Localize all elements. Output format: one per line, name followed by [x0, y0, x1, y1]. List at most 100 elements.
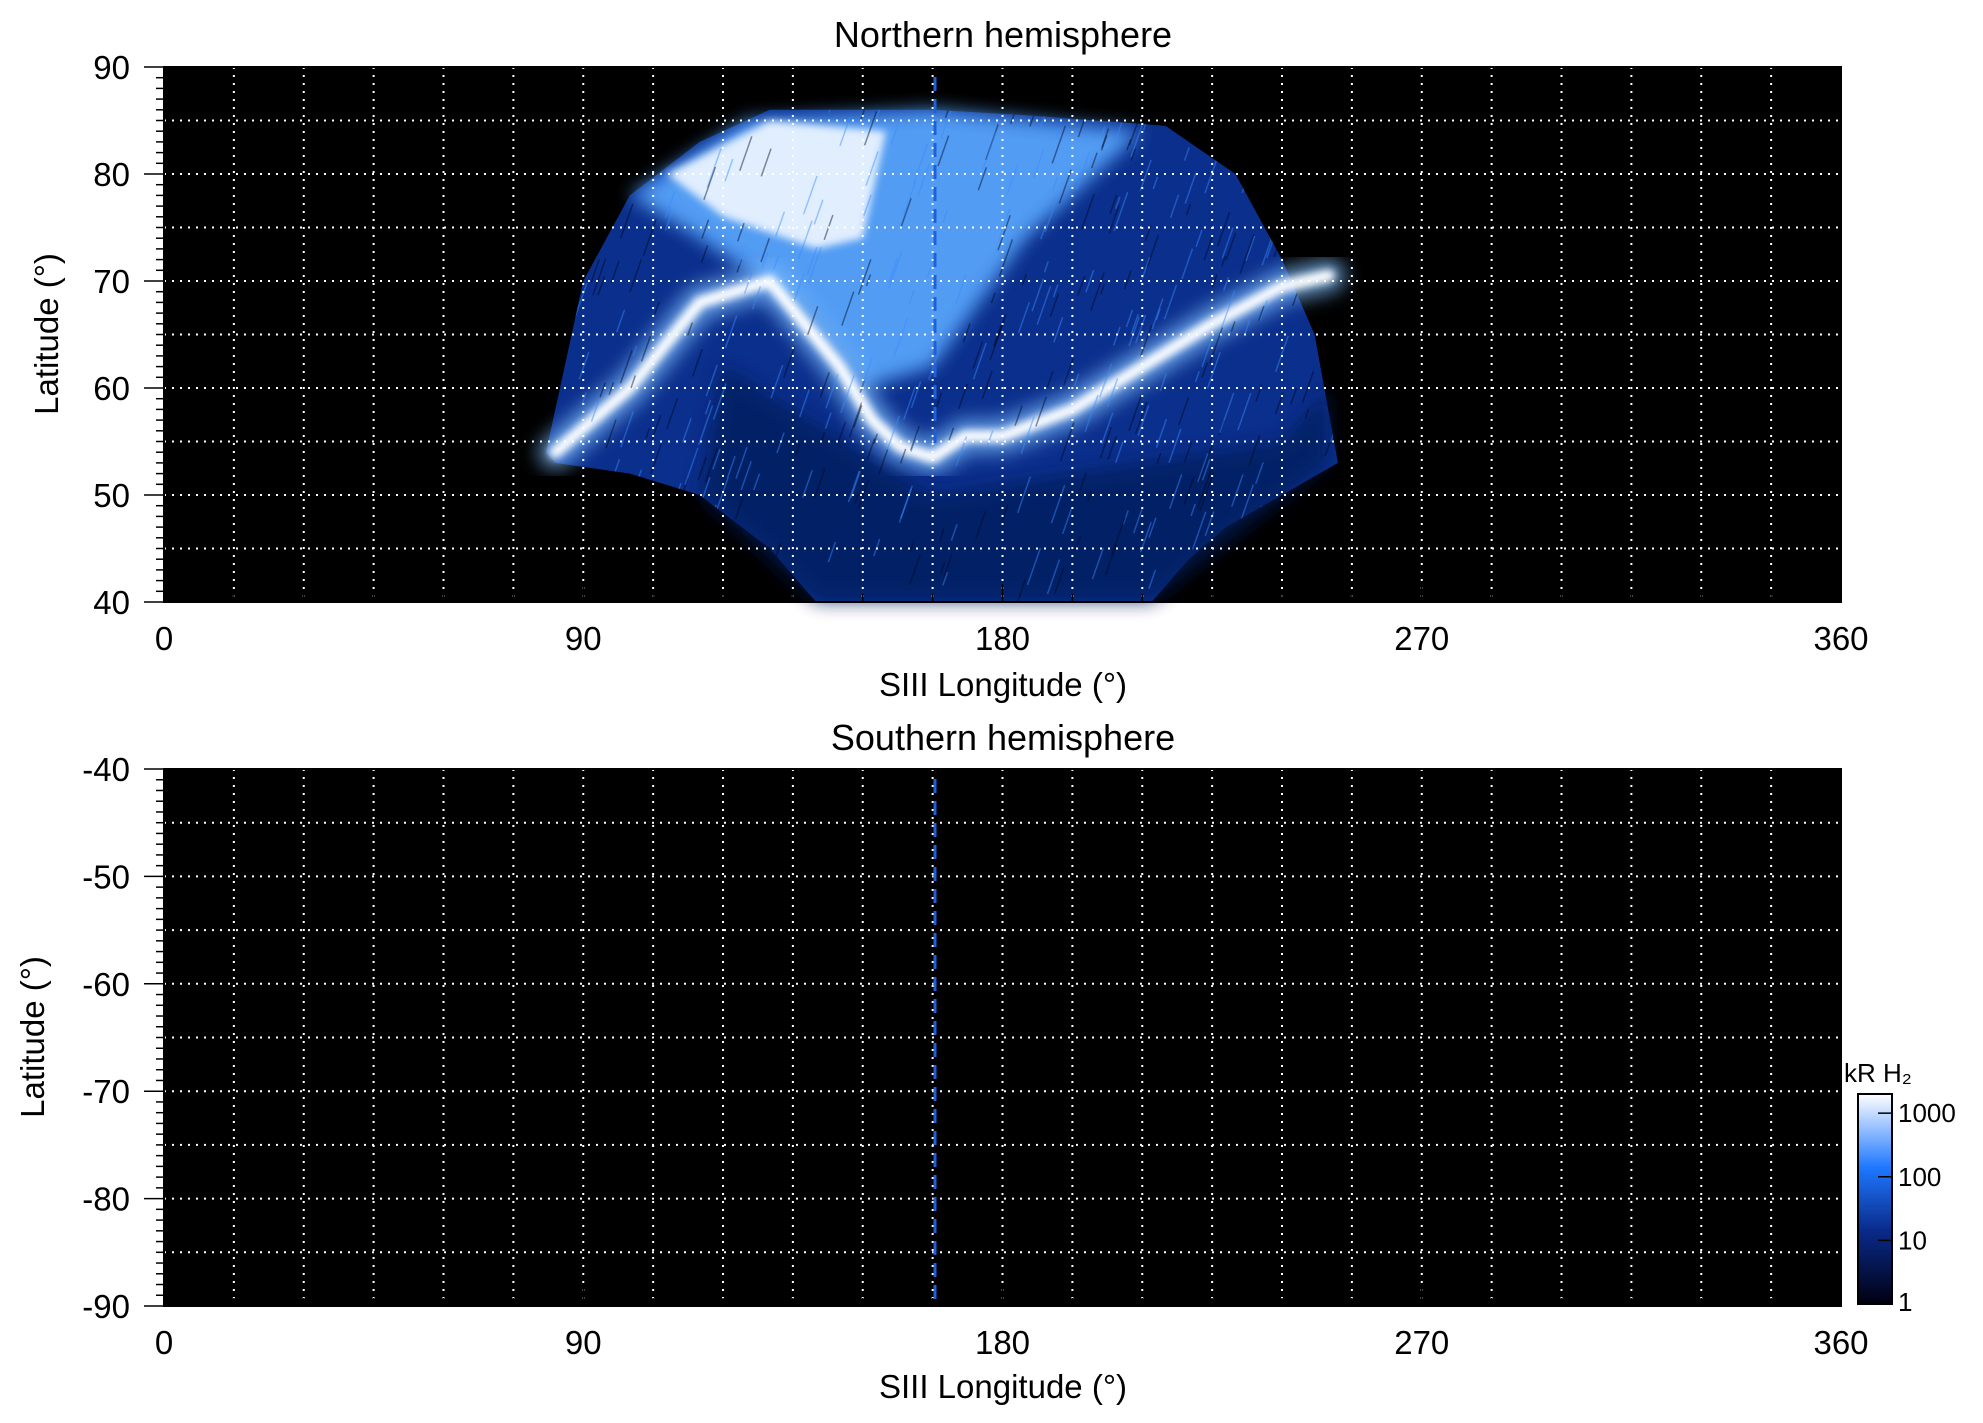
texture-streak	[704, 448, 719, 483]
texture-streak	[900, 488, 912, 519]
texture-streak	[1184, 172, 1197, 204]
texture-streak	[700, 245, 709, 263]
texture-streak	[1091, 547, 1105, 580]
texture-streak	[1101, 128, 1110, 148]
texture-streak	[1087, 490, 1093, 502]
texture-streak	[893, 318, 909, 358]
texture-streak	[866, 438, 876, 460]
texture-streak	[942, 571, 949, 586]
texture-streak	[1183, 476, 1195, 505]
texture-streak	[1304, 408, 1310, 420]
texture-streak	[825, 374, 839, 409]
texture-streak	[1237, 392, 1252, 431]
colorbar-tick-label: 1000	[1898, 1098, 1956, 1128]
texture-streak	[1183, 147, 1190, 161]
texture-streak	[701, 219, 710, 239]
texture-streak	[760, 148, 772, 177]
texture-streak	[1130, 121, 1145, 158]
texture-streak	[910, 433, 918, 452]
texture-streak	[1178, 396, 1190, 426]
texture-streak	[1155, 308, 1161, 321]
texture-streak	[1185, 203, 1192, 216]
texture-streak	[1225, 232, 1237, 261]
texture-streak	[1079, 472, 1087, 491]
texture-streak	[630, 375, 637, 389]
texture-streak	[1209, 327, 1224, 364]
texture-streak	[1141, 257, 1151, 280]
texture-streak	[854, 493, 860, 504]
texture-streak	[776, 432, 785, 454]
texture-streak	[1216, 212, 1231, 247]
texture-streak	[878, 449, 889, 475]
texture-streak	[1240, 484, 1255, 521]
texture-streak	[1152, 176, 1159, 190]
texture-streak	[1099, 283, 1105, 295]
texture-streak	[701, 477, 711, 500]
texture-streak	[1223, 276, 1230, 291]
north-x-axis: 0 90 180 270 360	[155, 584, 1869, 657]
texture-streak	[751, 286, 762, 310]
texture-streak	[1201, 362, 1209, 378]
texture-streak	[986, 430, 994, 446]
y-tick-label: 40	[93, 584, 130, 621]
texture-streak	[1128, 316, 1141, 347]
texture-streak	[1191, 511, 1207, 550]
texture-streak	[1032, 148, 1045, 179]
texture-streak	[985, 124, 999, 161]
texture-streak	[981, 370, 993, 399]
north-y-axis: 90 80 70 60 50 40	[93, 49, 164, 621]
texture-streak	[1125, 309, 1134, 328]
texture-streak	[890, 120, 901, 145]
texture-streak	[888, 251, 903, 289]
texture-streak	[1132, 508, 1143, 534]
texture-streak	[944, 109, 960, 119]
colorbar-gradient	[1857, 1093, 1893, 1305]
texture-streak	[1204, 160, 1218, 194]
north-y-axis-label: Latitude (°)	[28, 253, 65, 415]
texture-streak	[1054, 566, 1065, 594]
texture-streak	[645, 428, 651, 440]
texture-streak	[1055, 127, 1061, 139]
texture-streak	[605, 419, 617, 449]
x-tick-label: 360	[1813, 620, 1868, 657]
texture-streak	[793, 272, 805, 301]
texture-streak	[813, 468, 826, 499]
y-tick-label: 70	[93, 263, 130, 300]
texture-streak	[1112, 326, 1121, 346]
texture-streak	[736, 259, 743, 273]
texture-streak	[1122, 510, 1129, 525]
texture-streak	[597, 276, 606, 296]
texture-streak	[1255, 462, 1264, 484]
x-tick-label: 0	[155, 1324, 173, 1361]
texture-streak	[681, 417, 692, 443]
texture-streak	[1199, 472, 1214, 511]
colorbar-label: kR H₂	[1844, 1058, 1912, 1088]
texture-streak	[824, 412, 832, 429]
texture-streak	[908, 289, 915, 305]
texture-streak	[1156, 452, 1162, 464]
texture-streak	[1198, 444, 1214, 482]
texture-streak	[703, 166, 717, 201]
texture-streak	[847, 470, 861, 503]
texture-streak	[1014, 405, 1023, 426]
texture-streak	[1043, 261, 1049, 273]
texture-streak	[912, 143, 929, 184]
texture-streak	[608, 382, 615, 396]
texture-streak	[1239, 234, 1255, 274]
north-bright-polar-patch	[667, 120, 887, 249]
texture-streak	[738, 250, 745, 266]
texture-streak	[1017, 301, 1031, 333]
texture-streak	[1197, 453, 1209, 483]
texture-streak	[620, 411, 634, 448]
y-tick-label: -60	[82, 966, 130, 1003]
texture-streak	[1101, 412, 1114, 445]
texture-streak	[724, 315, 738, 349]
texture-streak	[724, 158, 734, 182]
texture-streak	[592, 258, 607, 296]
texture-streak	[939, 528, 945, 541]
texture-streak	[858, 479, 870, 508]
texture-streak	[1073, 373, 1080, 387]
x-tick-label: 360	[1813, 1324, 1868, 1361]
texture-streak	[726, 455, 736, 478]
